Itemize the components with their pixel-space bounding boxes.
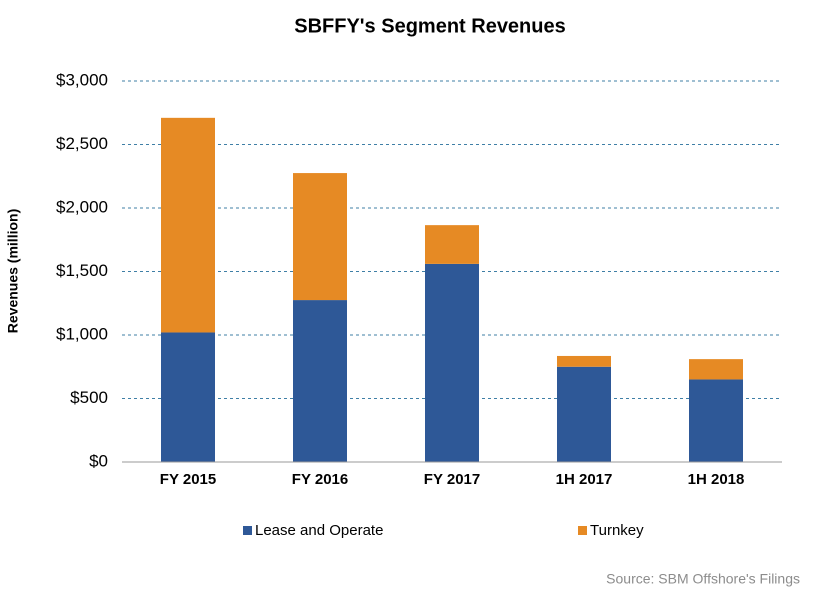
y-axis-label: Revenues (million) [5, 209, 21, 333]
legend-swatch [578, 526, 587, 535]
x-tick-label: 1H 2018 [688, 471, 745, 488]
bar-segment [557, 366, 611, 462]
bar-segment [689, 359, 743, 380]
source-note: Source: SBM Offshore's Filings [606, 571, 800, 587]
bar-segment [557, 355, 611, 367]
y-tick-label: $2,000 [56, 197, 108, 216]
y-tick-label: $2,500 [56, 134, 108, 153]
bar-segment [689, 379, 743, 462]
y-tick-label: $1,500 [56, 261, 108, 280]
legend-swatch [243, 526, 252, 535]
y-tick-label: $1,000 [56, 324, 108, 343]
bar-segment [425, 263, 479, 462]
bar-segment [293, 300, 347, 462]
bar-segment [293, 173, 347, 301]
chart-title: SBFFY's Segment Revenues [294, 15, 566, 37]
bar-segment [161, 117, 215, 333]
x-tick-label: FY 2016 [292, 471, 348, 488]
legend-label: Lease and Operate [255, 522, 383, 539]
y-tick-label: $500 [70, 388, 108, 407]
legend-label: Turnkey [590, 522, 644, 539]
x-tick-label: FY 2017 [424, 471, 480, 488]
bar-segment [161, 332, 215, 462]
x-tick-label: FY 2015 [160, 471, 216, 488]
y-tick-label: $0 [89, 451, 108, 470]
x-tick-label: 1H 2017 [556, 471, 613, 488]
bar-segment [425, 225, 479, 264]
y-tick-label: $3,000 [56, 70, 108, 89]
